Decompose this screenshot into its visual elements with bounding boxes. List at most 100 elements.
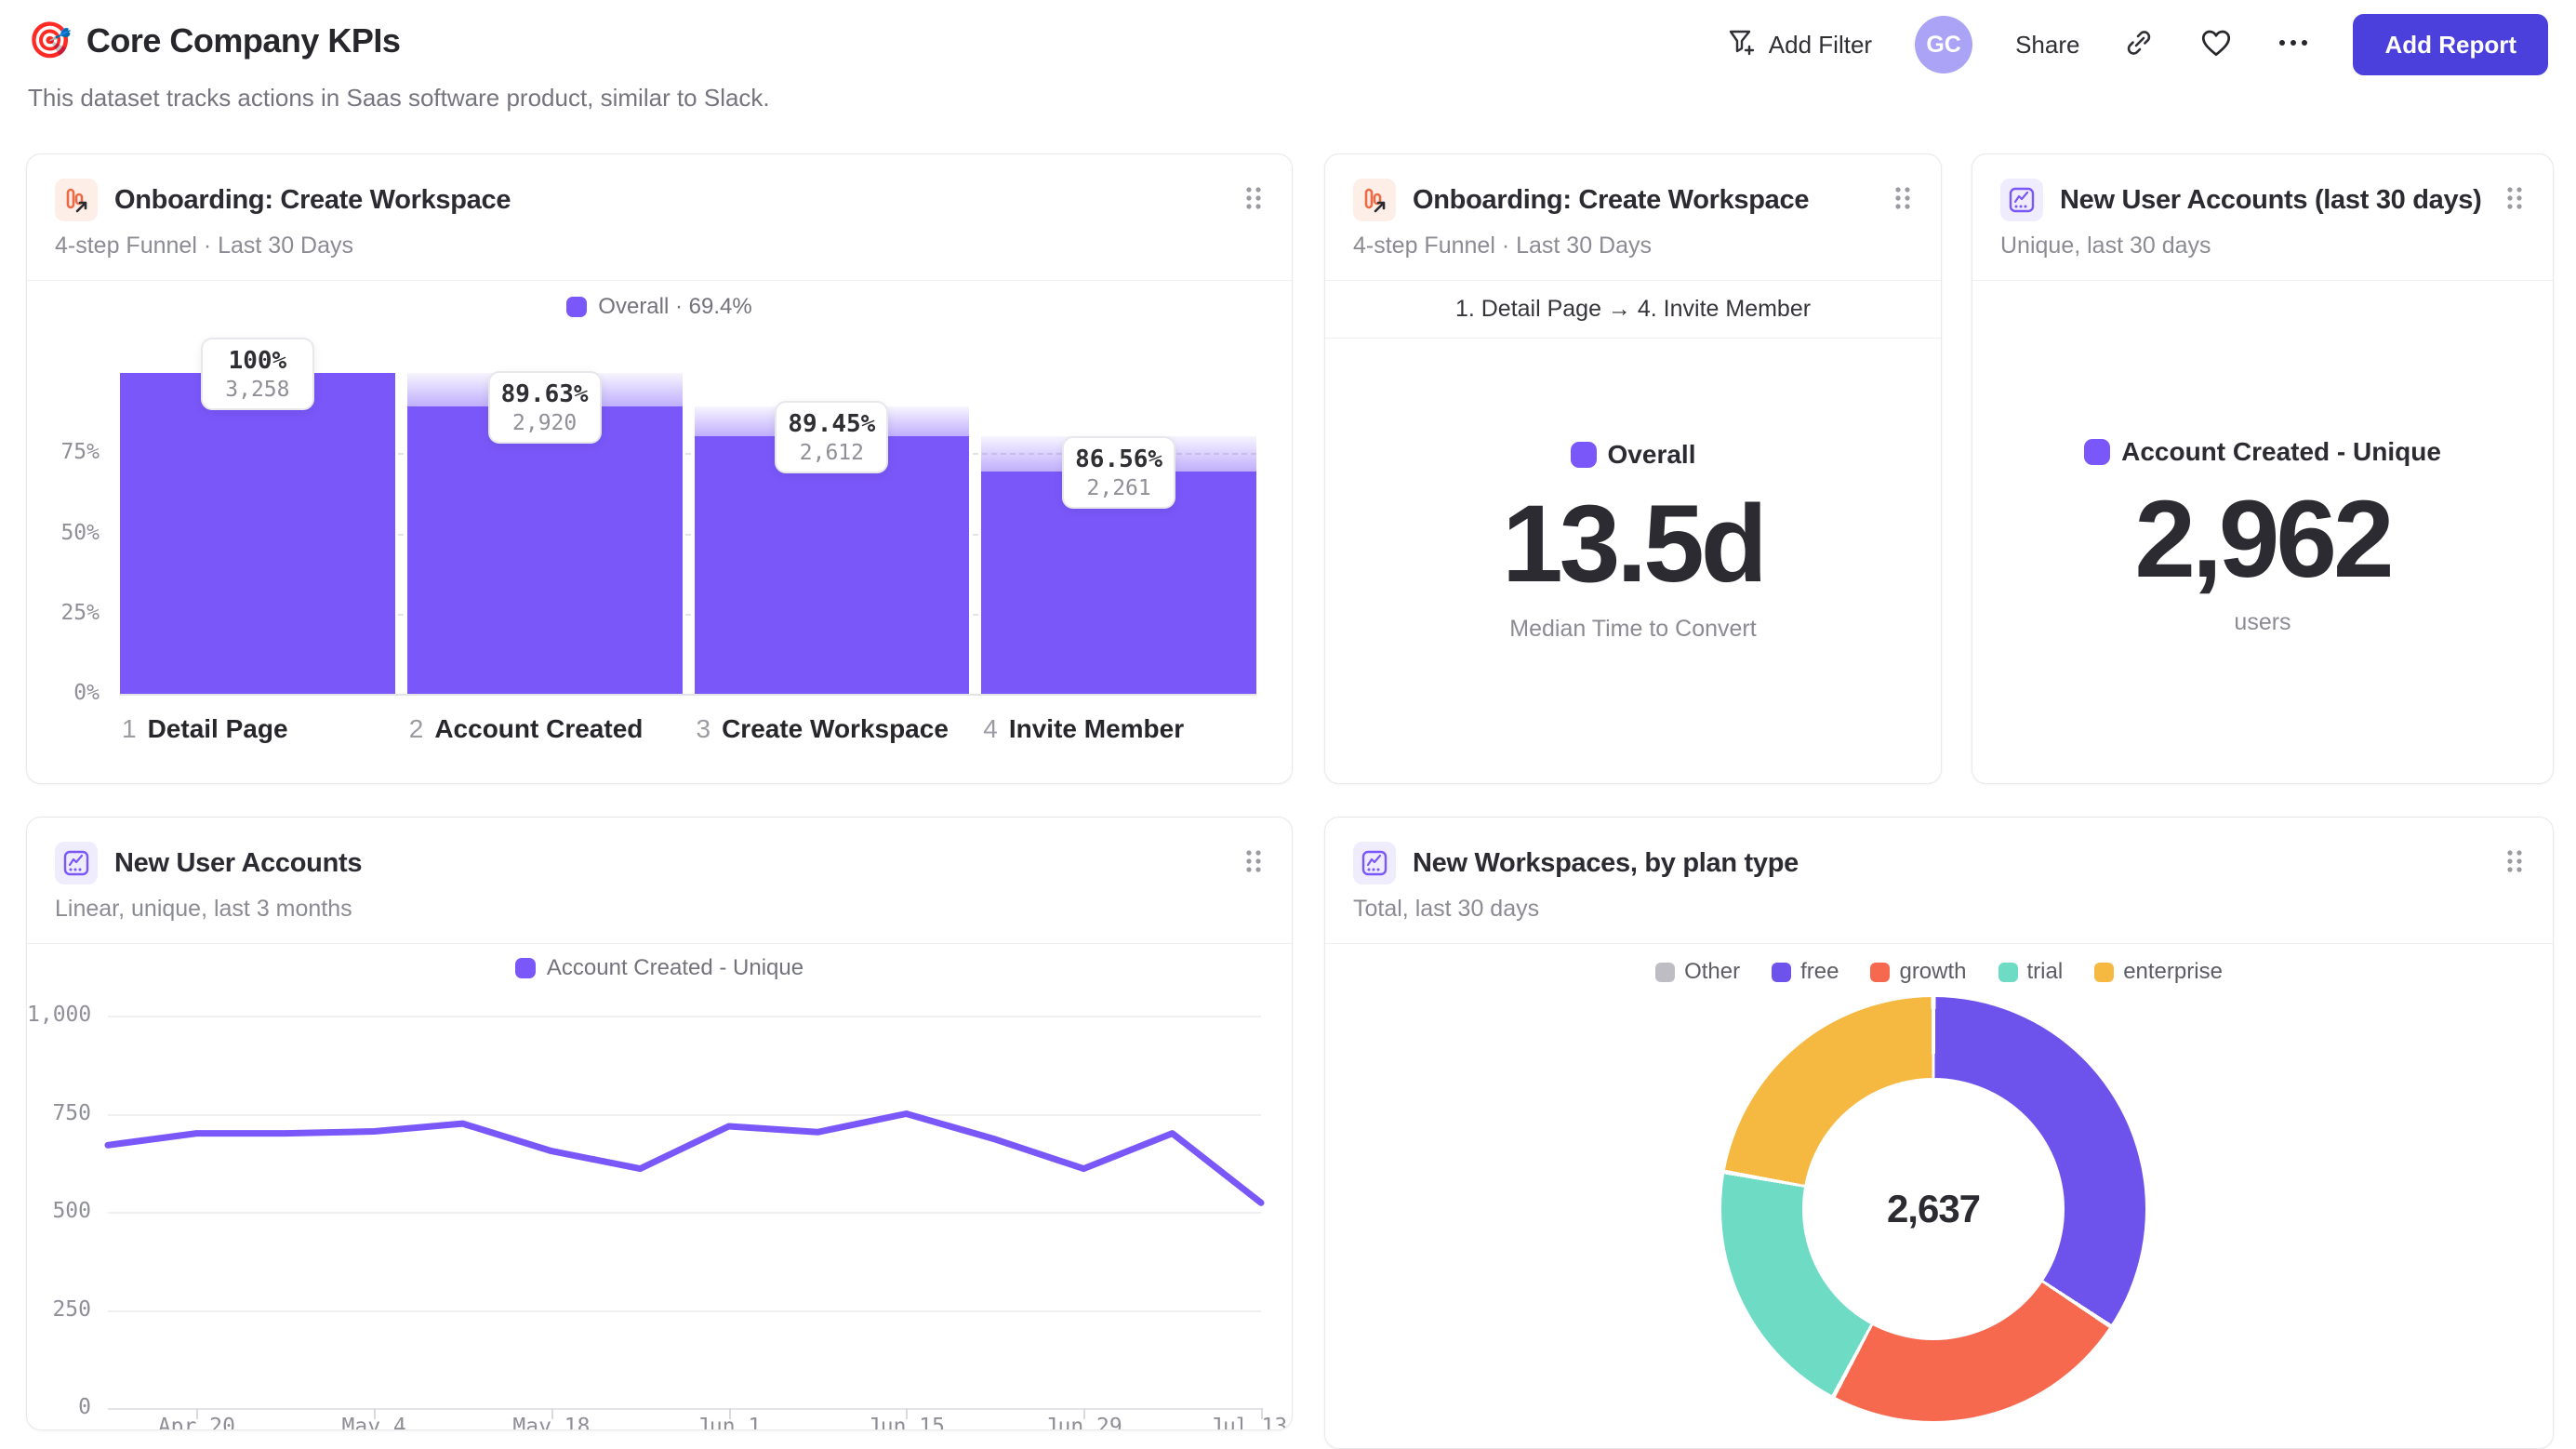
link-icon xyxy=(2122,26,2156,64)
card-subtitle: Total, last 30 days xyxy=(1353,896,1540,922)
donut-hole: 2,637 xyxy=(1802,1078,2065,1340)
metric-value: 13.5d xyxy=(1502,482,1768,605)
heart-icon xyxy=(2198,26,2234,64)
gridline xyxy=(120,453,1256,456)
drag-handle-icon[interactable] xyxy=(2504,847,2525,880)
funnel-bar[interactable] xyxy=(406,405,683,694)
funnel-range-label: 1. Detail Page → 4. Invite Member xyxy=(1325,281,1941,339)
funnel-bar-tooltip: 89.45% 2,612 xyxy=(775,401,889,474)
funnel-report-icon xyxy=(55,179,98,221)
legend-item-enterprise[interactable]: enterprise xyxy=(2094,959,2223,985)
card-title: New User Accounts xyxy=(114,847,363,878)
x-axis-label: Jun 15 xyxy=(867,1415,945,1430)
card-onboarding-funnel: Onboarding: Create Workspace 4-step Funn… xyxy=(26,153,1293,784)
funnel-bar-tooltip: 100% 3,258 xyxy=(200,338,314,410)
line-series[interactable] xyxy=(104,1016,1265,1408)
donut-chart: Other free growth trial enterprise 2,637 xyxy=(1325,944,2553,1448)
legend-item-free[interactable]: free xyxy=(1772,959,1839,985)
share-button[interactable]: Share xyxy=(2015,31,2079,60)
line-report-icon xyxy=(2000,179,2043,221)
donut-center-value: 2,637 xyxy=(1886,1187,1981,1230)
gridline xyxy=(108,1309,1261,1312)
funnel-bar-tooltip: 89.63% 2,920 xyxy=(487,370,602,444)
funnel-step-number: 1 xyxy=(122,714,137,743)
page-title: 🎯 Core Company KPIs xyxy=(28,20,401,61)
y-axis-label: 750 xyxy=(52,1100,91,1125)
card-subtitle: Unique, last 30 days xyxy=(2000,233,2211,259)
favorite-button[interactable] xyxy=(2198,26,2234,64)
x-axis-tick xyxy=(196,1408,199,1419)
legend-swatch xyxy=(2084,438,2111,465)
drag-handle-icon[interactable] xyxy=(1243,847,1264,880)
legend-item-growth[interactable]: growth xyxy=(1870,959,1967,985)
legend-swatch xyxy=(566,297,588,317)
funnel-step-label: 4 Invite Member xyxy=(983,714,1184,744)
line-report-icon xyxy=(55,842,98,884)
drag-handle-icon[interactable] xyxy=(2504,184,2525,217)
card-header: New Workspaces, by plan type Total, last… xyxy=(1325,818,2553,944)
legend-swatch xyxy=(514,958,536,978)
page-title-text: Core Company KPIs xyxy=(86,21,401,60)
card-new-user-accounts-trend: New User Accounts Linear, unique, last 3… xyxy=(26,817,1293,1430)
metric-block: Overall 13.5d Median Time to Convert xyxy=(1325,314,1941,768)
metric-legend[interactable]: Account Created - Unique xyxy=(2084,437,2441,467)
funnel-step-label: 2 Account Created xyxy=(409,714,644,744)
funnel-legend[interactable]: Overall · 69.4% xyxy=(27,294,1292,320)
funnel-step-count: 2,261 xyxy=(1086,475,1151,500)
gridline xyxy=(120,694,1256,696)
line-legend[interactable]: Account Created - Unique xyxy=(27,955,1292,981)
y-axis-label: 0 xyxy=(78,1395,91,1419)
funnel-step-name: Detail Page xyxy=(147,714,288,743)
legend-label: Account Created - Unique xyxy=(546,955,804,980)
y-axis-label: 25% xyxy=(60,600,100,625)
legend-item-other[interactable]: Other xyxy=(1655,959,1740,985)
line-report-icon xyxy=(1353,842,1396,884)
copy-link-button[interactable] xyxy=(2122,26,2156,64)
y-axis-label: 50% xyxy=(60,520,100,545)
drag-handle-icon[interactable] xyxy=(1243,184,1264,217)
legend-label: Overall · 69.4% xyxy=(598,294,752,319)
funnel-bar[interactable] xyxy=(120,373,395,694)
x-axis-tick xyxy=(1083,1408,1086,1419)
funnel-step-name: Invite Member xyxy=(1008,714,1185,743)
funnel-step-label: 1 Detail Page xyxy=(122,714,288,744)
drag-handle-icon[interactable] xyxy=(1892,184,1913,217)
funnel-step-count: 2,612 xyxy=(799,441,864,466)
funnel-step-conversion: 89.63% xyxy=(500,379,589,408)
metric-block: Account Created - Unique 2,962 users xyxy=(1972,281,2553,783)
legend-swatch xyxy=(2094,962,2115,982)
x-axis-tick xyxy=(906,1408,909,1419)
x-axis-label: Apr 20 xyxy=(157,1415,235,1430)
gridline xyxy=(108,1212,1261,1214)
gridline xyxy=(120,613,1256,616)
card-title: New User Accounts (last 30 days) xyxy=(2060,184,2482,215)
x-axis-label: May 18 xyxy=(512,1415,591,1430)
legend-label: trial xyxy=(2026,959,2064,984)
card-title: Onboarding: Create Workspace xyxy=(1413,184,1810,215)
x-axis-tick xyxy=(1261,1408,1263,1419)
metric-value: 2,962 xyxy=(2134,477,2394,601)
card-time-to-convert: Onboarding: Create Workspace 4-step Funn… xyxy=(1324,153,1942,784)
y-axis-label: 500 xyxy=(52,1199,91,1223)
legend-item-trial[interactable]: trial xyxy=(1998,959,2064,985)
card-title: New Workspaces, by plan type xyxy=(1413,847,1799,878)
metric-legend[interactable]: Overall xyxy=(1570,440,1695,470)
ellipsis-icon xyxy=(2277,36,2310,53)
add-filter-button[interactable]: Add Filter xyxy=(1726,26,1872,64)
add-filter-label: Add Filter xyxy=(1768,30,1873,59)
legend-label: free xyxy=(1800,959,1839,984)
avatar[interactable]: GC xyxy=(1915,16,1973,73)
y-axis-label: 0% xyxy=(73,681,100,705)
funnel-bar[interactable] xyxy=(694,436,970,694)
funnel-step-name: Account Created xyxy=(434,714,644,743)
x-axis-tick xyxy=(728,1408,731,1419)
y-axis-label: 75% xyxy=(60,440,100,465)
legend-swatch xyxy=(1772,962,1792,982)
legend-swatch xyxy=(1998,962,2018,982)
add-report-button[interactable]: Add Report xyxy=(2353,14,2548,75)
x-axis-label: Jun 1 xyxy=(697,1415,762,1430)
more-button[interactable] xyxy=(2277,36,2310,53)
page-subtitle: This dataset tracks actions in Saas soft… xyxy=(28,84,770,112)
legend-label: growth xyxy=(1899,959,1967,984)
